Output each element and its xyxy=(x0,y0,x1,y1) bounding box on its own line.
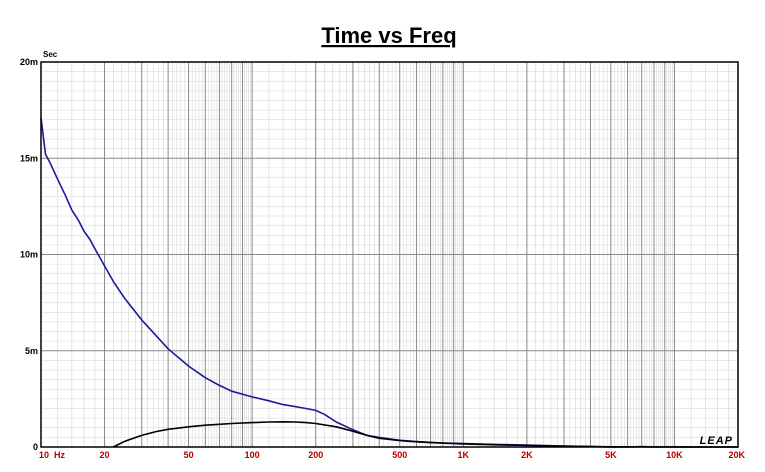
y-tick-label: 15m xyxy=(20,153,38,163)
x-tick-label: 2K xyxy=(521,450,533,460)
x-tick-label: 50 xyxy=(184,450,194,460)
y-tick-label: 0 xyxy=(33,442,38,452)
x-axis-tick-labels: 10 20 50 100 200 500 1K 2K 5K 10K 20K xyxy=(39,450,745,460)
x-tick-label: 10 xyxy=(39,450,49,460)
y-tick-label: 5m xyxy=(25,346,38,356)
x-axis-unit-label: Hz xyxy=(54,450,65,460)
chart-title: Time vs Freq xyxy=(321,23,456,48)
x-tick-label: 500 xyxy=(392,450,407,460)
x-tick-label: 20K xyxy=(728,450,745,460)
y-axis-tick-labels: 0 5m 10m 15m 20m xyxy=(20,57,38,452)
major-gridlines xyxy=(41,62,738,447)
x-tick-label: 1K xyxy=(458,450,470,460)
series-line-2 xyxy=(112,421,738,448)
x-tick-label: 10K xyxy=(666,450,683,460)
x-tick-label: 100 xyxy=(245,450,260,460)
x-tick-label: 200 xyxy=(308,450,323,460)
plot-frame xyxy=(40,61,739,448)
x-tick-label: 20 xyxy=(100,450,110,460)
y-tick-label: 10m xyxy=(20,250,38,260)
y-tick-label: 20m xyxy=(20,57,38,67)
x-tick-label: 5K xyxy=(605,450,617,460)
y-axis-unit-label: Sec xyxy=(43,50,58,59)
leap-logo: LEAP xyxy=(700,435,733,447)
